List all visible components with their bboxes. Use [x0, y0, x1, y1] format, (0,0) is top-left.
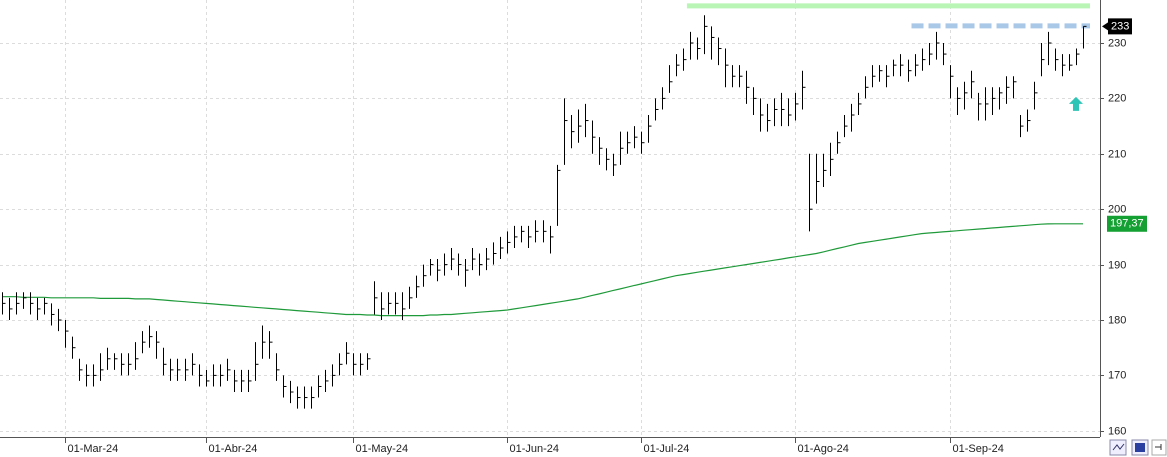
- y-tick-label: 190: [1108, 259, 1126, 271]
- toolbar: [1109, 439, 1167, 456]
- y-tick-label: 220: [1108, 92, 1126, 104]
- y-tick-label: 230: [1108, 37, 1126, 49]
- pin-icon: [1155, 444, 1162, 450]
- last-price-box: [1108, 18, 1132, 35]
- y-tick-label: 200: [1108, 203, 1126, 215]
- zoom-button[interactable]: [1109, 439, 1127, 456]
- x-tick-label: 01-Ago-24: [798, 443, 849, 455]
- x-tick-label: 01-Jul-24: [644, 443, 690, 455]
- y-tick-label: 160: [1108, 425, 1126, 437]
- ma-label-box: [1107, 215, 1147, 232]
- x-tick-label: 01-May-24: [356, 443, 409, 455]
- last-price-pointer: [1102, 22, 1108, 31]
- x-tick-label: 01-Abr-24: [209, 443, 258, 455]
- ma-label: 197,37: [1110, 218, 1144, 230]
- y-tick-label: 210: [1108, 148, 1126, 160]
- y-tick-label: 180: [1108, 314, 1126, 326]
- x-tick-label: 01-Jun-24: [510, 443, 560, 455]
- signal-arrow: [1068, 96, 1083, 111]
- x-tick-label: 01-Sep-24: [953, 443, 1004, 455]
- zoom-icon: [1112, 443, 1125, 451]
- last-price-label: 233: [1111, 20, 1129, 32]
- save-icon: [1135, 443, 1145, 452]
- x-tick-label: 01-Mar-24: [68, 443, 119, 455]
- moving-average-line: [2, 223, 1083, 317]
- y-tick-label: 170: [1108, 369, 1126, 381]
